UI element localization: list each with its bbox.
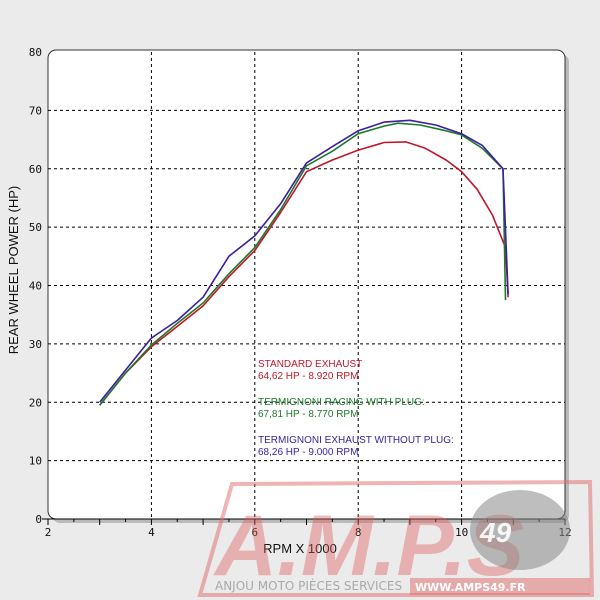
x-axis-label: RPM X 1000: [263, 541, 337, 556]
y-tick-label: 70: [29, 104, 42, 117]
annotation-value: 67,81 HP - 8.770 RPM: [258, 409, 358, 420]
y-tick-label: 10: [29, 455, 42, 468]
annotation-value: 68,26 HP - 9.000 RPM: [258, 447, 358, 458]
x-tick-label: 2: [45, 526, 52, 539]
x-tick-label: 10: [455, 526, 468, 539]
y-tick-label: 20: [29, 396, 42, 409]
y-tick-label: 0: [35, 513, 42, 526]
y-tick-label: 40: [29, 280, 42, 293]
annotation-title: STANDARD EXHAUST: [258, 359, 362, 370]
x-tick-label: 4: [148, 526, 155, 539]
series-group: [99, 119, 509, 406]
x-tick-label: 12: [558, 526, 571, 539]
y-tick-label: 50: [29, 221, 42, 234]
y-tick-label: 60: [29, 163, 42, 176]
annotation-title: TERMIGNONI RACING WITH PLUG:: [258, 397, 425, 408]
series-line-1: [99, 122, 507, 406]
x-tick-label: 6: [251, 526, 258, 539]
annotation-value: 64,62 HP - 8.920 RPM: [258, 371, 358, 382]
grid: [48, 52, 565, 519]
y-axis-label: REAR WHEEL POWER (HP): [6, 186, 21, 355]
y-tick-label: 30: [29, 338, 42, 351]
series-line-0: [99, 141, 509, 406]
series-line-2: [99, 119, 509, 403]
x-tick-label: 8: [355, 526, 362, 539]
y-tick-label: 80: [29, 46, 42, 59]
annotation-title: TERMIGNONI EXHAUST WITHOUT PLUG:: [258, 435, 454, 446]
